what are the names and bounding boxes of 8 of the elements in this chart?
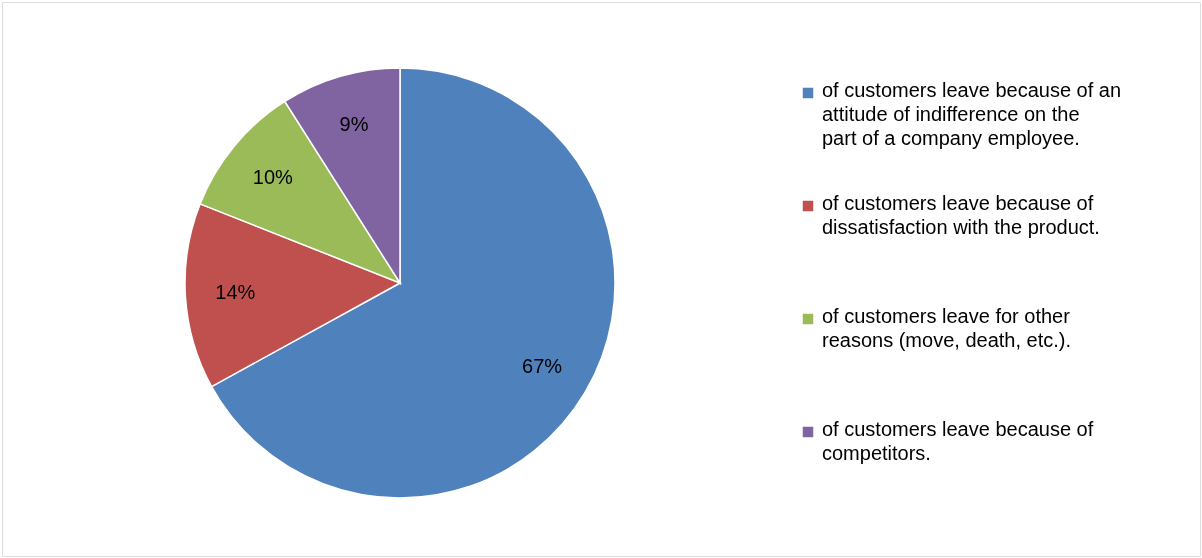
data-label: 9% <box>339 112 369 135</box>
legend-label: of customers leave because of competitors. <box>822 418 1094 464</box>
data-label: 67% <box>522 354 563 377</box>
legend-label: of customers leave because of dissatisfaction with the product. <box>822 192 1100 238</box>
data-label: 10% <box>252 165 294 188</box>
legend-label: of customers leave because of an attitude of indifference on the part of a company employee. <box>822 79 1122 149</box>
data-label: 14% <box>215 281 256 304</box>
legend-label: of customers leave for other reasons (move, death, etc.). <box>822 305 1072 351</box>
